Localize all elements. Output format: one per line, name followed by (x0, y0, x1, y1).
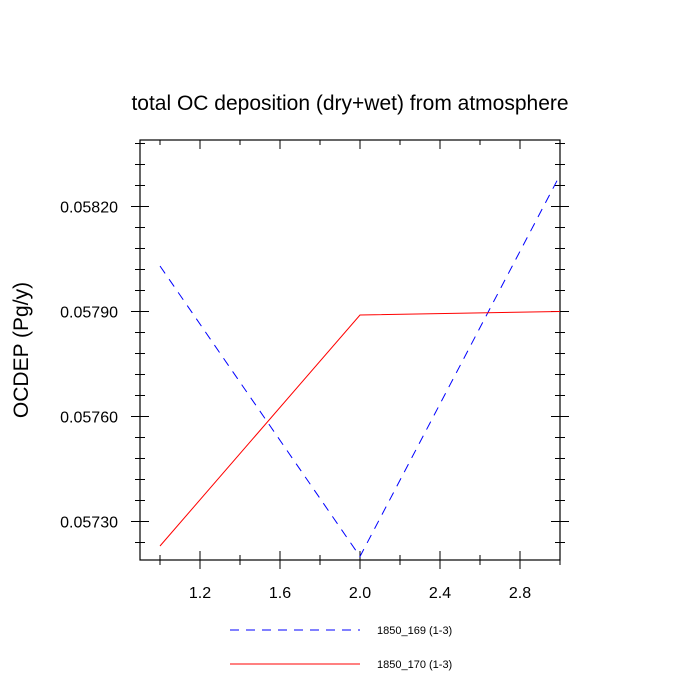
x-tick-label: 1.6 (269, 585, 291, 602)
y-tick-label: 0.05790 (60, 305, 118, 322)
x-tick-label: 2.0 (349, 585, 371, 602)
chart-title: total OC deposition (dry+wet) from atmos… (131, 92, 568, 115)
y-axis-label: OCDEP (Pg/y) (10, 282, 33, 418)
y-tick-label: 0.05730 (60, 515, 118, 532)
legend-label: 1850_169 (1-3) (377, 625, 452, 637)
x-tick-label: 1.2 (189, 585, 211, 602)
x-tick-label: 2.4 (429, 585, 451, 602)
y-tick-label: 0.05820 (60, 200, 118, 217)
x-tick-label: 2.8 (509, 585, 531, 602)
series-line-1 (159, 174, 561, 558)
series-line-2 (159, 311, 561, 547)
plot-frame (139, 139, 561, 561)
y-tick-label: 0.05760 (60, 410, 118, 427)
legend-label: 1850_170 (1-3) (377, 659, 452, 671)
